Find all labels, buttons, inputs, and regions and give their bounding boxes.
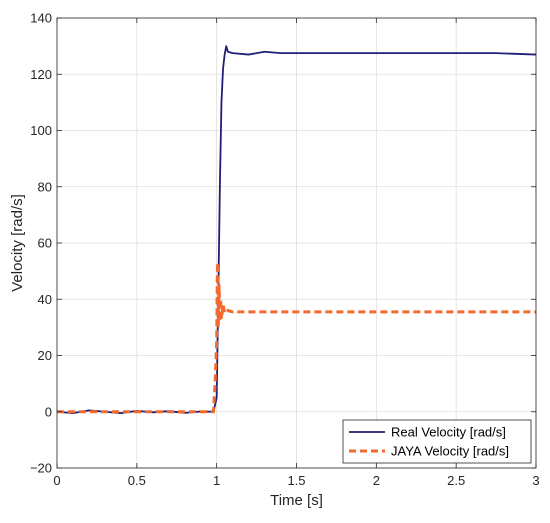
y-tick-label: 120	[30, 67, 52, 82]
y-axis-label: Velocity [rad/s]	[9, 194, 26, 292]
x-tick-label: 0.5	[128, 473, 146, 488]
y-tick-label: 80	[38, 179, 52, 194]
y-tick-label: 140	[30, 11, 52, 26]
legend-label-jaya-velocity: JAYA Velocity [rad/s]	[391, 444, 509, 459]
ticks	[56, 17, 537, 469]
x-tick-label: 2	[373, 473, 380, 488]
legend-label-real-velocity: Real Velocity [rad/s]	[391, 425, 506, 440]
x-tick-label: 0	[53, 473, 60, 488]
x-tick-label: 2.5	[447, 473, 465, 488]
legend: Real Velocity [rad/s] JAYA Velocity [rad…	[342, 419, 532, 464]
x-tick-label: 1	[213, 473, 220, 488]
x-tick-label: 1.5	[287, 473, 305, 488]
y-tick-label: 40	[38, 292, 52, 307]
y-tick-label: −20	[30, 461, 52, 476]
series-line-jaya-velocity	[57, 261, 536, 414]
x-tick-label: 3	[532, 473, 539, 488]
y-tick-label: 100	[30, 123, 52, 138]
legend-box	[342, 419, 532, 464]
series-layer	[56, 45, 537, 415]
y-tick-label: 60	[38, 236, 52, 251]
y-tick-label: 0	[45, 404, 52, 419]
y-tick-label: 20	[38, 348, 52, 363]
x-axis-label: Time [s]	[270, 492, 323, 509]
